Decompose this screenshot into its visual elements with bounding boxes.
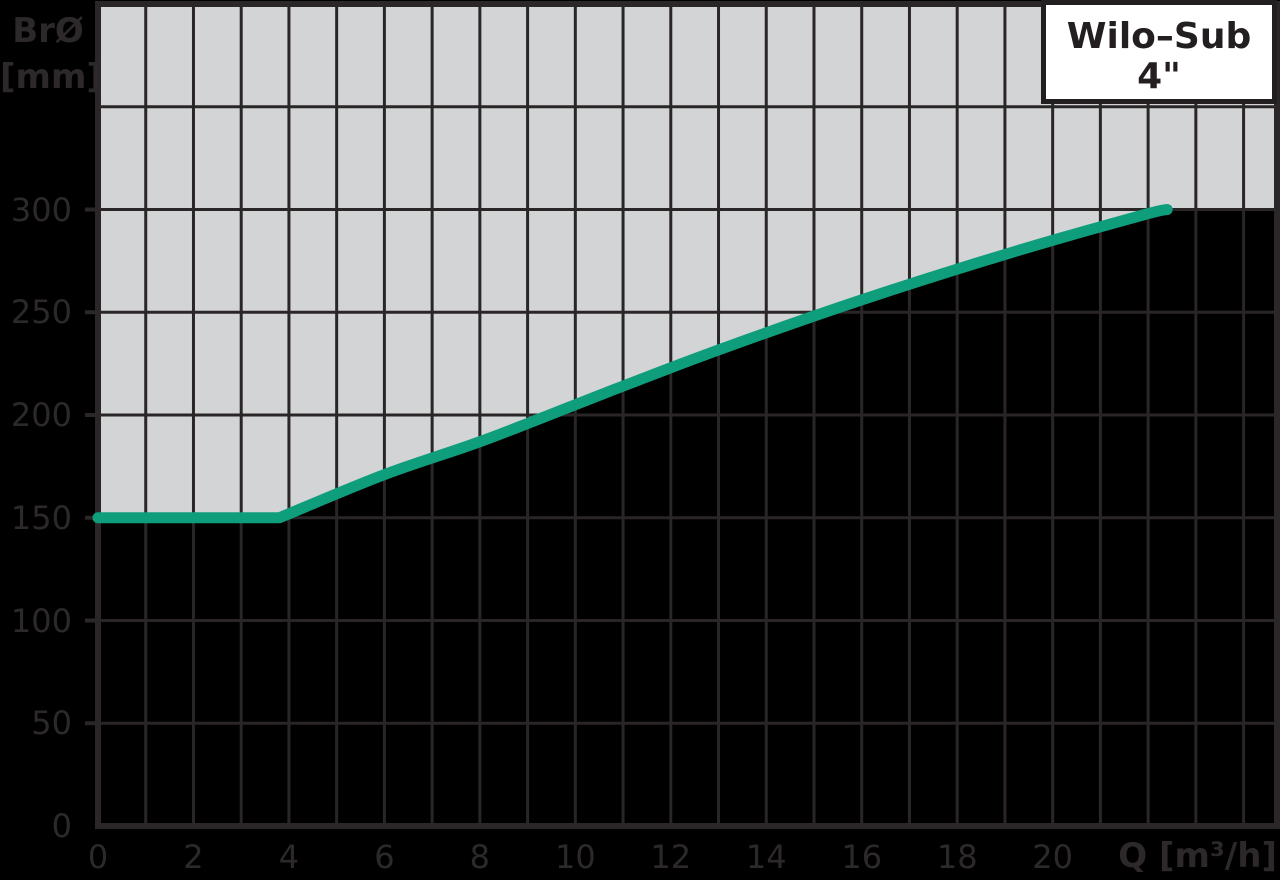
y-tick-label: 100 bbox=[10, 601, 72, 640]
x-tick-label: 6 bbox=[374, 838, 395, 876]
title-box: Wilo–Sub 4" bbox=[1041, 0, 1277, 104]
y-axis-unit-label: BrØ [mm] bbox=[0, 8, 102, 100]
x-tick-label: 20 bbox=[1032, 838, 1073, 876]
plot-border bbox=[95, 1, 1280, 829]
x-tick-label: 18 bbox=[936, 838, 978, 876]
y-axis-unit-line2: [mm] bbox=[0, 57, 102, 97]
x-tick-label: 8 bbox=[469, 838, 491, 876]
x-tick-label: 10 bbox=[554, 838, 596, 876]
minimum-borehole-diameter-curve bbox=[92, 204, 1173, 524]
x-tick-label: 2 bbox=[183, 838, 204, 876]
x-tick-label: 0 bbox=[87, 838, 109, 876]
y-axis-unit-line1: BrØ bbox=[12, 11, 84, 51]
x-axis-unit-label: Q [m³/h] bbox=[1118, 836, 1277, 876]
y-tick-label: 300 bbox=[10, 190, 72, 229]
y-tick-label: 0 bbox=[51, 807, 72, 845]
y-tick-label: 50 bbox=[31, 704, 72, 743]
x-tick-label: 16 bbox=[841, 838, 883, 876]
x-tick-label: 4 bbox=[278, 838, 300, 876]
chart-title: Wilo–Sub 4" bbox=[1066, 16, 1252, 97]
y-tick-label: 250 bbox=[10, 293, 72, 332]
x-tick-label: 14 bbox=[745, 838, 787, 876]
x-tick-label: 12 bbox=[650, 838, 692, 876]
y-tick-label: 150 bbox=[10, 498, 72, 537]
shaded-region bbox=[98, 4, 1280, 518]
y-tick-label: 200 bbox=[10, 396, 72, 434]
